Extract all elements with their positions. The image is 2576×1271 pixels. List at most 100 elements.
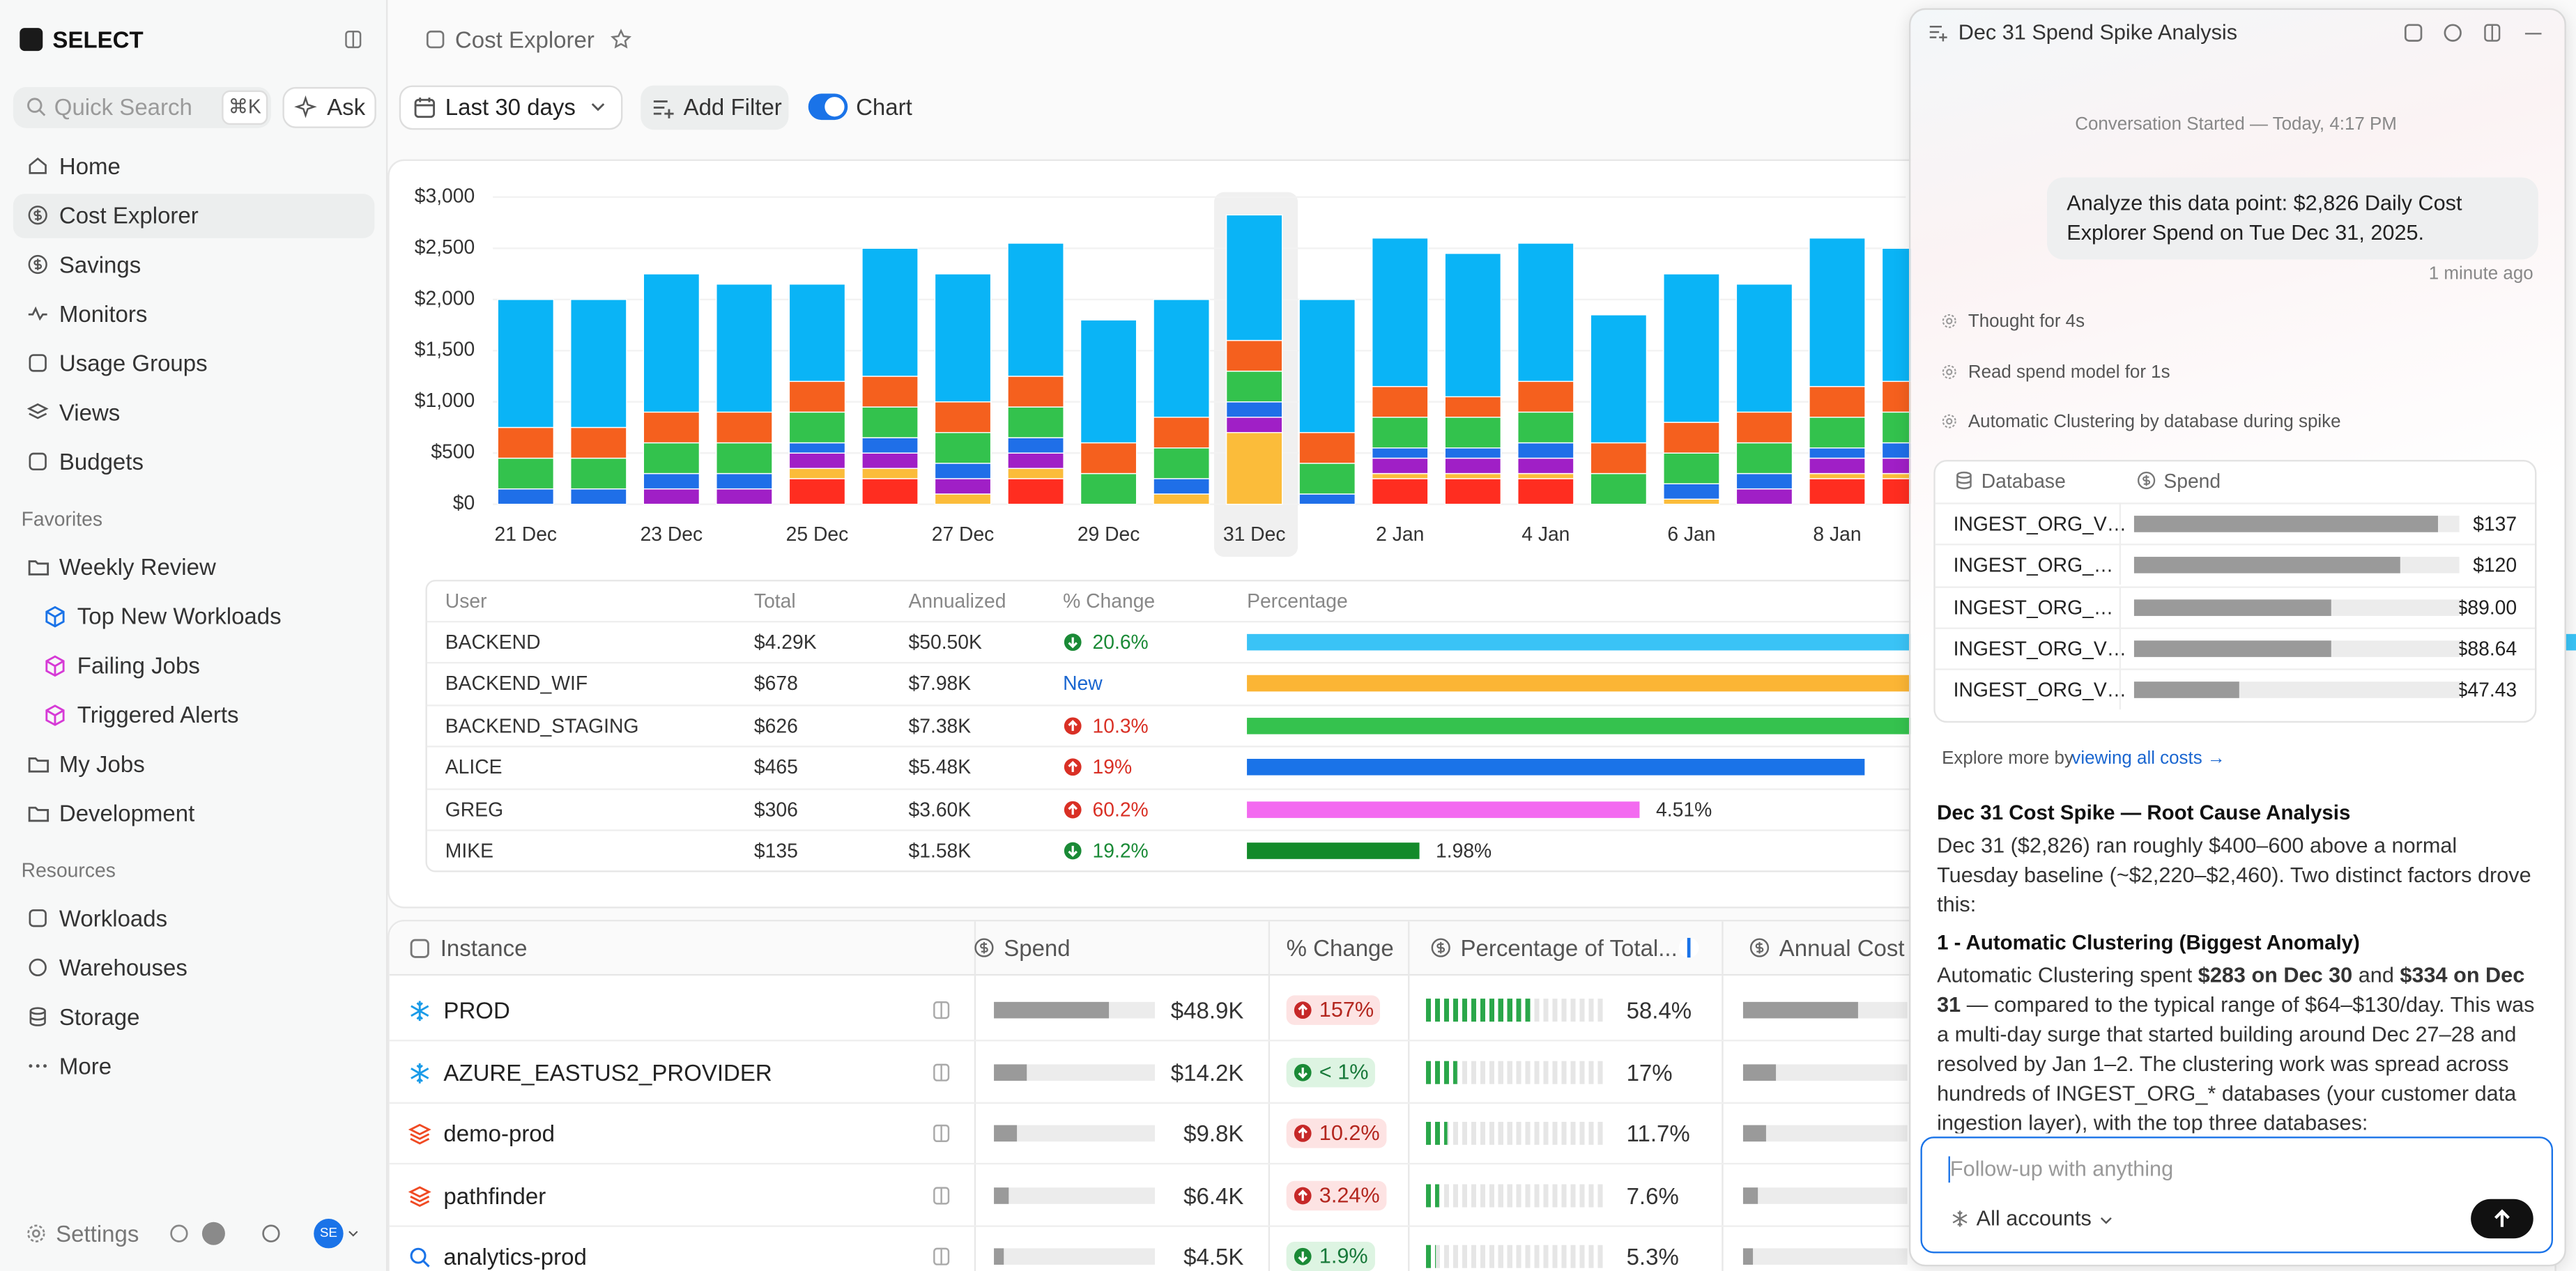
- nav-item[interactable]: Home: [59, 153, 121, 179]
- reasoning-step[interactable]: Thought for 4s: [1968, 311, 2085, 332]
- favorite-item[interactable]: Failing Jobs: [77, 652, 200, 679]
- bar-segment: [1371, 385, 1429, 418]
- favorite-item[interactable]: Top New Workloads: [77, 603, 282, 629]
- nav-item[interactable]: Monitors: [59, 300, 148, 328]
- column-header[interactable]: Spend: [1004, 934, 1071, 961]
- share-track: [1426, 1183, 1607, 1207]
- add-filter[interactable]: Add Filter: [683, 93, 782, 121]
- bar-segment: [1298, 463, 1356, 495]
- column-header[interactable]: % Change: [1286, 934, 1394, 961]
- icon-shape: [29, 909, 47, 927]
- bar-segment: [1444, 252, 1502, 398]
- support-button[interactable]: [259, 1222, 282, 1245]
- chart-toggle-label[interactable]: Chart: [856, 93, 912, 121]
- nav-item[interactable]: Cost Explorer: [59, 201, 199, 229]
- ask-label[interactable]: Ask: [327, 93, 366, 121]
- date-button[interactable]: [399, 85, 623, 130]
- bar-segment: [934, 478, 992, 495]
- bar-segment: [1809, 478, 1866, 505]
- favorite-button[interactable]: [610, 28, 633, 51]
- icon-shape: [426, 30, 445, 49]
- favorite-item[interactable]: Weekly Review: [59, 553, 216, 580]
- spend-label: $9.8K: [1183, 1120, 1244, 1147]
- conversation-start: Conversation Started — Today, 4:17 PM: [2075, 115, 2397, 135]
- user-name: BACKEND: [445, 631, 541, 654]
- avatar[interactable]: [314, 1219, 344, 1249]
- row-detail-button[interactable]: [930, 999, 953, 1022]
- analysis-heading: Dec 31 Cost Spike — Root Cause Analysis: [1937, 801, 2351, 825]
- icon: [2100, 1217, 2112, 1224]
- resource-item[interactable]: Storage: [59, 1003, 140, 1030]
- ask-button[interactable]: [282, 86, 376, 128]
- bar-segment: [1809, 237, 1866, 387]
- column-header[interactable]: Instance: [440, 934, 528, 961]
- user-change: 10.3%: [1092, 714, 1149, 737]
- input-placeholder[interactable]: Follow-up with anything: [1949, 1156, 2174, 1181]
- bar-segment: [1298, 432, 1356, 464]
- reasoning-step[interactable]: Read spend model for 1s: [1968, 362, 2170, 383]
- row-detail-button[interactable]: [930, 1183, 953, 1206]
- instance-name[interactable]: pathfinder: [443, 1181, 546, 1208]
- nav-item[interactable]: Views: [59, 399, 121, 426]
- spend-label: $137: [2473, 512, 2517, 536]
- share-track: [1426, 1121, 1607, 1145]
- icon-shape: [1956, 471, 1972, 479]
- x-tick-label: 4 Jan: [1521, 523, 1570, 545]
- panel-action[interactable]: [2481, 22, 2504, 45]
- row-detail-button[interactable]: [930, 1061, 953, 1084]
- nav-item[interactable]: Savings: [59, 251, 141, 278]
- panel-action[interactable]: [2402, 22, 2425, 45]
- status-check: [201, 1222, 225, 1245]
- input-box[interactable]: [1920, 1137, 2553, 1254]
- filter-button[interactable]: [641, 85, 789, 130]
- column-divider: [2119, 502, 2122, 544]
- bar-segment: [861, 437, 919, 454]
- bar-segment: [643, 442, 700, 475]
- row-detail-button[interactable]: [930, 1245, 953, 1268]
- column-header[interactable]: Annual Cost: [1779, 934, 1905, 961]
- row-detail-button[interactable]: [930, 1122, 953, 1145]
- account-selector[interactable]: All accounts: [1976, 1205, 2092, 1231]
- nav-item[interactable]: Usage Groups: [59, 350, 208, 376]
- column-header[interactable]: Percentage of Total...: [1460, 934, 1678, 961]
- icon-shape: [45, 606, 65, 628]
- date-range[interactable]: Last 30 days: [445, 93, 576, 121]
- row-divider: [1935, 668, 2536, 671]
- bar-segment: [788, 380, 846, 413]
- row-divider: [1935, 544, 2536, 546]
- settings-link[interactable]: Settings: [56, 1220, 139, 1247]
- spend-bar: [2133, 681, 2239, 699]
- bar-segment: [716, 488, 773, 505]
- icon-shape: [408, 1185, 431, 1206]
- sort-arrow: [1687, 937, 1691, 958]
- user-name: GREG: [445, 797, 504, 821]
- bar-segment: [497, 299, 555, 429]
- text-run: — compared to the typical range of $64–$…: [1937, 992, 2535, 1134]
- instance-name[interactable]: PROD: [443, 996, 510, 1024]
- bar-segment: [861, 468, 919, 479]
- nav-item[interactable]: Budgets: [59, 448, 144, 475]
- percentage-bar: [1247, 759, 1866, 776]
- bar-segment: [1809, 457, 1866, 475]
- instance-name[interactable]: demo-prod: [443, 1120, 555, 1147]
- icon: [1929, 26, 1947, 42]
- resource-item[interactable]: More: [59, 1052, 112, 1079]
- icon-shape: [1942, 364, 1956, 378]
- resource-item[interactable]: Workloads: [59, 904, 168, 932]
- panel-action[interactable]: [2441, 22, 2464, 45]
- icon-shape: [422, 1260, 430, 1268]
- explore-link[interactable]: viewing all costs →: [2071, 748, 2225, 769]
- instance-name[interactable]: analytics-prod: [443, 1243, 587, 1270]
- reasoning-step[interactable]: Automatic Clustering by database during …: [1968, 412, 2341, 432]
- favorite-item[interactable]: My Jobs: [59, 750, 145, 777]
- collapse-button[interactable]: [342, 28, 365, 51]
- column-header: Database: [1981, 470, 2066, 493]
- icon-shape: [1298, 1003, 1308, 1015]
- favorite-item[interactable]: Triggered Alerts: [77, 701, 239, 728]
- instance-icon: [408, 1185, 431, 1206]
- instance-name[interactable]: AZURE_EASTUS2_PROVIDER: [443, 1058, 772, 1085]
- favorite-item[interactable]: Development: [59, 799, 195, 826]
- resource-item[interactable]: Warehouses: [59, 954, 187, 981]
- bar-segment: [1225, 401, 1283, 418]
- bar-segment: [1517, 472, 1574, 479]
